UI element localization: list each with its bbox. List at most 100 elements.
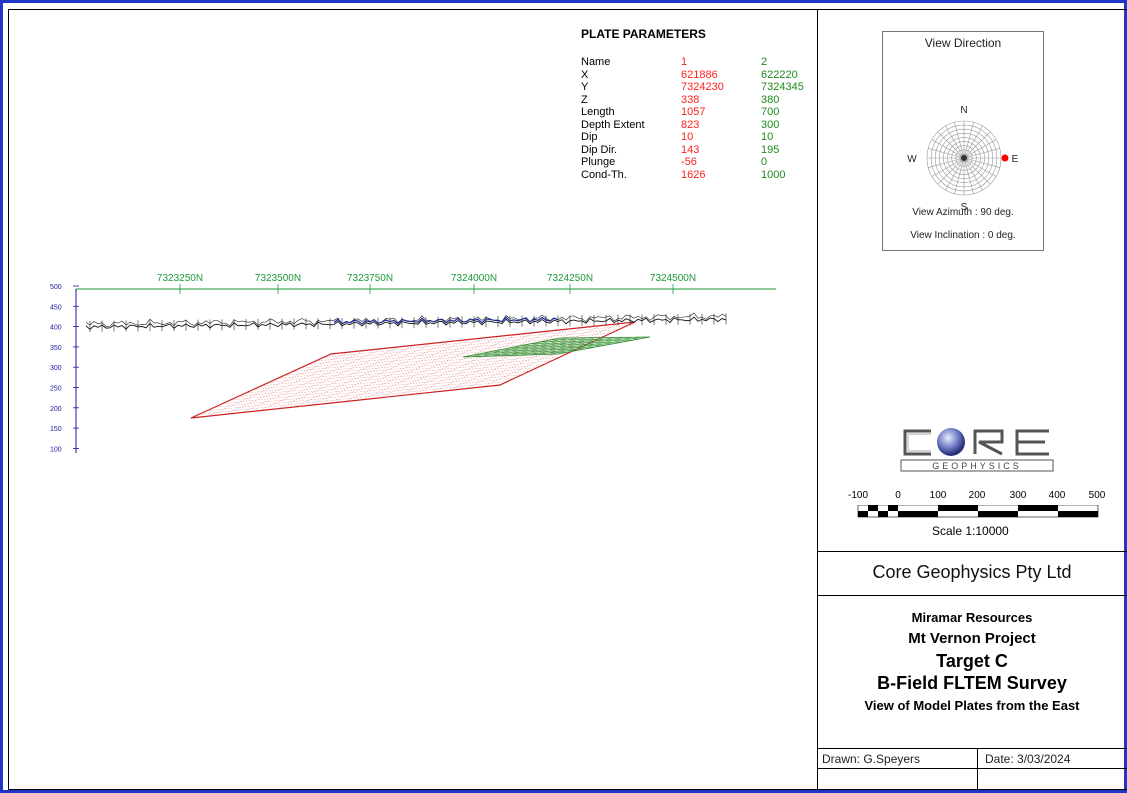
plate-parameter-row: Length 1057 700 bbox=[581, 106, 821, 119]
compass-north-label: N bbox=[960, 105, 967, 116]
plate-parameter-row: Z 338 380 bbox=[581, 94, 821, 107]
plate-parameter-row: Cond-Th. 1626 1000 bbox=[581, 169, 821, 182]
plate-parameter-label: Plunge bbox=[581, 156, 616, 168]
plate2-value: 2 bbox=[761, 56, 768, 68]
plate2-value: 195 bbox=[761, 143, 780, 156]
target-name: Target C bbox=[936, 651, 1008, 671]
elevation-tick-label: 400 bbox=[50, 325, 62, 332]
title-block-divider-2 bbox=[817, 595, 1127, 596]
title-block-divider-4 bbox=[817, 768, 1127, 769]
plate-parameter-label: Length bbox=[581, 106, 615, 118]
plate1-value: 143 bbox=[681, 143, 700, 156]
plate1-value: 1057 bbox=[681, 106, 706, 118]
view-direction-panel: View Direction N S E W View Azimuth : 90 de… bbox=[882, 31, 1044, 251]
elevation-tick-label: 350 bbox=[50, 345, 62, 352]
plate1-value: 7324230 bbox=[681, 81, 724, 93]
company-name: Core Geophysics Pty Ltd bbox=[872, 562, 1072, 582]
plate-1-mesh bbox=[190, 321, 636, 419]
northing-tick-label: 7323750N bbox=[347, 273, 393, 284]
plate-parameters-title: PLATE PARAMETERS bbox=[581, 27, 706, 41]
elevation-tick-label: 150 bbox=[50, 426, 62, 433]
scale-bar bbox=[857, 505, 1099, 518]
plate2-value: 622220 bbox=[761, 68, 798, 81]
plate-parameters-table: Name 1 2 X 621886 622220 Y 7324230 7324345 Z 338 38… bbox=[581, 56, 821, 181]
plate-parameter-label: Z bbox=[581, 93, 588, 106]
scale-tick-label: 100 bbox=[929, 490, 947, 501]
northing-tick-label: 7323500N bbox=[255, 273, 301, 284]
view-inclination-text: View Inclination : 0 deg. bbox=[910, 230, 1016, 241]
logo-subtitle-text: GEOPHYSICS bbox=[932, 461, 1022, 471]
client-name: Miramar Resources bbox=[911, 610, 1033, 625]
plate-2-mesh bbox=[462, 336, 651, 358]
view-direction-compass: N S E W bbox=[907, 105, 1019, 213]
scale-tick-label: -100 bbox=[847, 490, 869, 501]
plate-parameter-row: Depth Extent 823 300 bbox=[581, 119, 821, 132]
plate-parameter-row: Dip 10 10 bbox=[581, 131, 821, 144]
frame-top-border bbox=[8, 9, 1127, 10]
plate-parameter-row: X 621886 622220 bbox=[581, 69, 821, 82]
elevation-tick-label: 100 bbox=[50, 446, 62, 453]
plate-parameter-label: Dip Dir. bbox=[581, 143, 618, 156]
survey-line-profile bbox=[85, 312, 727, 332]
plate1-value: 1 bbox=[681, 56, 688, 68]
compass-west-label: W bbox=[907, 154, 917, 165]
plate-parameter-label: Depth Extent bbox=[581, 118, 645, 131]
compass-grid bbox=[926, 120, 1002, 196]
plate-parameter-label: X bbox=[581, 68, 589, 81]
plate-parameter-label: Y bbox=[581, 81, 589, 93]
plate-parameter-label: Cond-Th. bbox=[581, 168, 627, 181]
elevation-tick-label: 500 bbox=[50, 284, 62, 291]
scale-tick-label: 400 bbox=[1048, 490, 1066, 501]
frame-left-border bbox=[8, 9, 9, 790]
plate2-value: 1000 bbox=[761, 168, 786, 181]
title-block-divider-3 bbox=[817, 748, 1127, 749]
scale-tick-label: 200 bbox=[968, 490, 986, 501]
northing-tick-label: 7324000N bbox=[451, 273, 497, 284]
compass-south-label: S bbox=[961, 202, 968, 213]
plate2-value: 380 bbox=[761, 93, 780, 106]
northing-tick-label: 7323250N bbox=[157, 273, 203, 284]
plate-parameter-label: Dip bbox=[581, 131, 598, 143]
plate2-value: 0 bbox=[761, 156, 768, 168]
drawing-date: Date: 3/03/2024 bbox=[985, 752, 1071, 766]
elevation-tick-label: 200 bbox=[50, 406, 62, 413]
frame-bottom-border bbox=[8, 789, 1127, 790]
plate2-value: 300 bbox=[761, 118, 780, 131]
northing-tick-label: 7324500N bbox=[650, 273, 696, 284]
view-azimuth-marker bbox=[1001, 154, 1009, 162]
section-view-plot: 7323250N 7323500N 7323750N 7324000N 7324250N… bbox=[50, 273, 776, 453]
title-panel-divider bbox=[817, 10, 818, 790]
scale-tick-label: 0 bbox=[895, 490, 901, 501]
plate2-value: 7324345 bbox=[761, 81, 804, 93]
plate1-value: 823 bbox=[681, 118, 700, 131]
plate1-value: 10 bbox=[681, 131, 694, 143]
core-geophysics-logo: GEOPHYSICS bbox=[899, 424, 1057, 474]
plate-parameter-row: Y 7324230 7324345 bbox=[581, 81, 821, 94]
plate1-value: 621886 bbox=[681, 68, 718, 81]
elevation-tick-label: 250 bbox=[50, 386, 62, 393]
view-description: View of Model Plates from the East bbox=[864, 698, 1080, 713]
plate1-value: 338 bbox=[681, 93, 700, 106]
scale-tick-label: 500 bbox=[1088, 490, 1106, 501]
project-name: Mt Vernon Project bbox=[908, 630, 1036, 647]
survey-name: B-Field FLTEM Survey bbox=[877, 673, 1067, 693]
plate-parameter-label: Name bbox=[581, 56, 611, 68]
plate-parameter-row: Plunge -56 0 bbox=[581, 156, 821, 169]
northing-tick-label: 7324250N bbox=[547, 273, 593, 284]
elevation-tick-label: 450 bbox=[50, 304, 62, 311]
title-block-cell-separator bbox=[977, 748, 978, 789]
plate1-value: -56 bbox=[681, 156, 697, 168]
plate-parameter-row: Dip Dir. 143 195 bbox=[581, 144, 821, 157]
title-block-divider-1 bbox=[817, 551, 1127, 552]
plate-parameter-row: Name 1 2 bbox=[581, 56, 821, 69]
scale-tick-label: 300 bbox=[1009, 490, 1027, 501]
drawn-by: Drawn: G.Speyers bbox=[822, 752, 921, 766]
compass-east-label: E bbox=[1012, 154, 1019, 165]
scale-label: Scale 1:10000 bbox=[932, 524, 1009, 538]
view-direction-title: View Direction bbox=[924, 36, 1002, 50]
plate2-value: 700 bbox=[761, 106, 780, 118]
view-azimuth-text: View Azimuth : 90 deg. bbox=[912, 207, 1014, 218]
elevation-tick-label: 300 bbox=[50, 365, 62, 372]
plate2-value: 10 bbox=[761, 131, 774, 143]
